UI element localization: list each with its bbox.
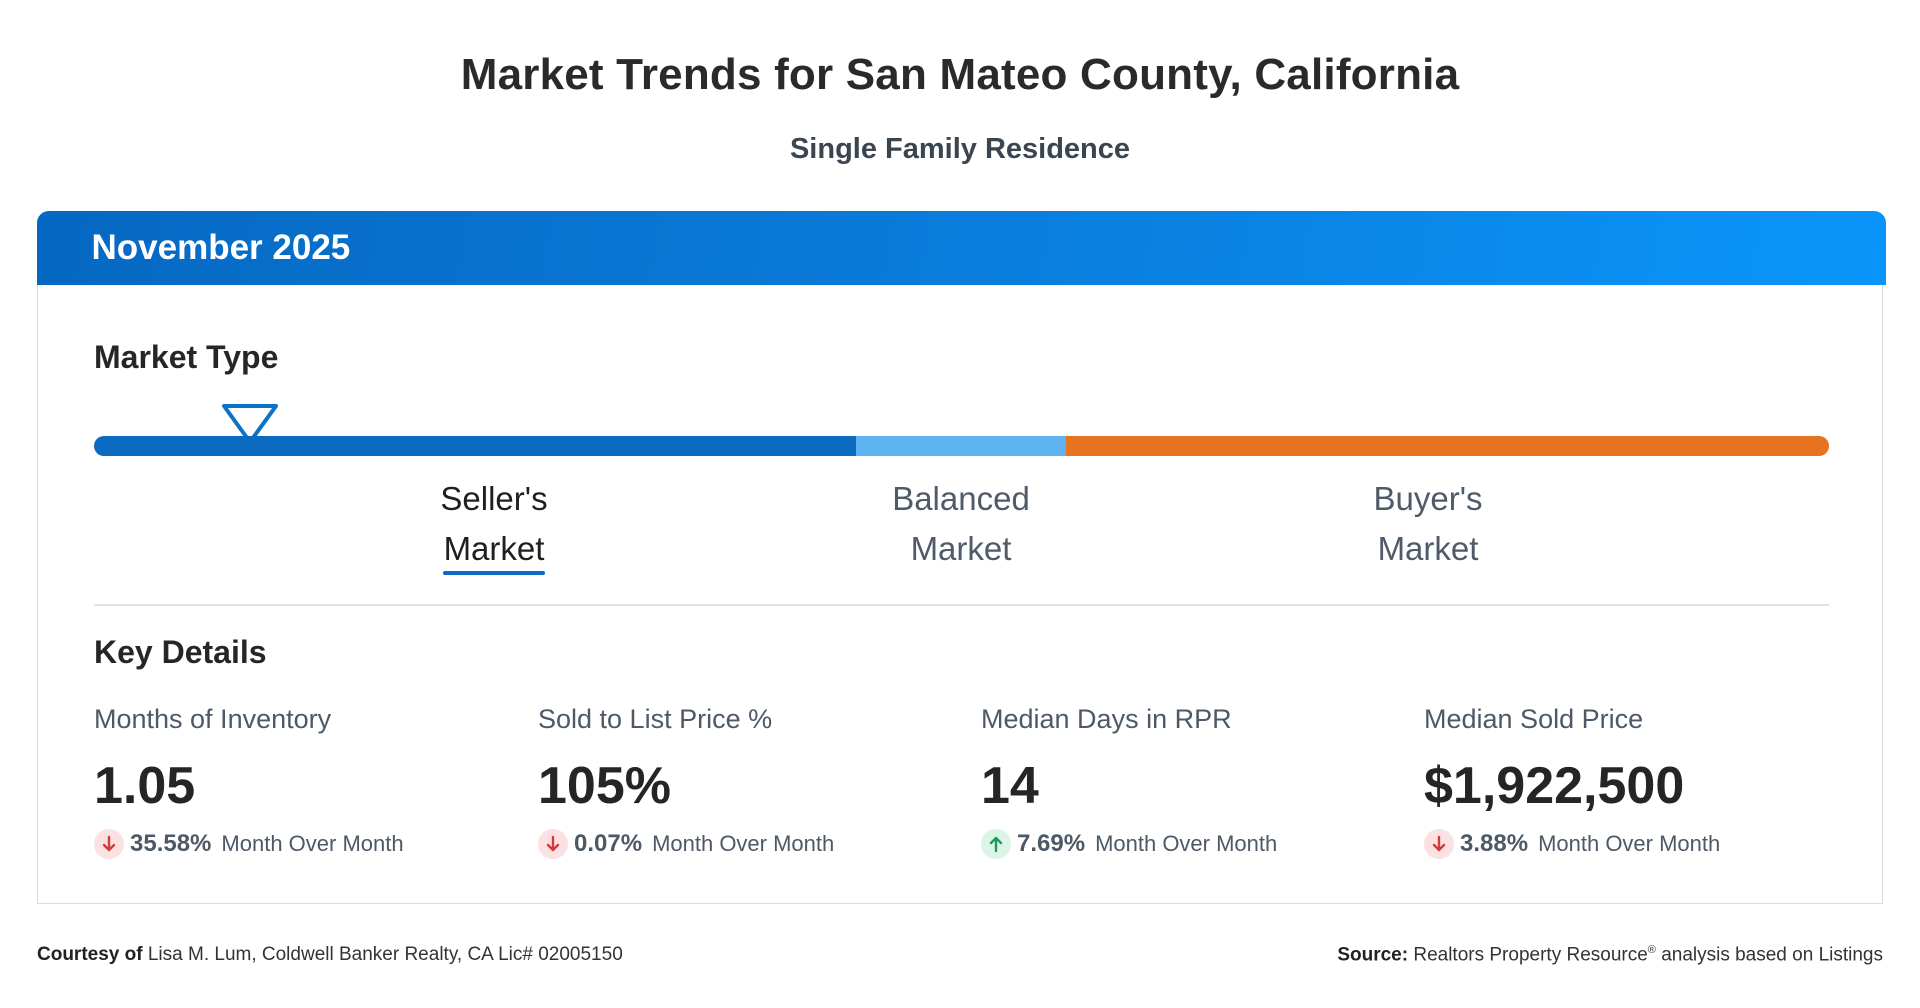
metric-label: Median Sold Price [1424,704,1644,734]
source-footer: Source: Realtors Property Resource® anal… [1337,944,1883,966]
market-type-bar [94,436,1829,456]
sellers-market-label: Seller's Market [364,474,624,574]
metric-value: 1.05 [94,757,196,815]
balanced-market-segment [856,436,1066,456]
metric-months-of-inventory: Months of Inventory 1.05 35.58% Month Ov… [94,702,524,860]
metric-change: 35.58% Month Over Month [94,828,524,860]
courtesy-footer: Courtesy of Lisa M. Lum, Coldwell Banker… [37,944,623,966]
change-period-text: Month Over Month [221,831,404,856]
change-period-text: Month Over Month [652,831,835,856]
sellers-market-label-line1: Seller's [440,480,548,517]
buyers-market-segment [1066,436,1829,456]
balanced-market-label-line1: Balanced [892,480,1030,517]
metric-value: 14 [981,757,1039,815]
buyers-market-label-line2: Market [1377,530,1479,567]
sellers-market-label-line2: Market [443,530,545,567]
metric-median-sold-price: Median Sold Price $1,922,500 3.88% Month… [1424,702,1854,860]
metric-label: Median Days in RPR [981,704,1232,734]
metric-value: $1,922,500 [1424,757,1685,815]
courtesy-label: Courtesy of [37,944,143,965]
metric-label: Sold to List Price % [538,704,773,734]
balanced-market-label-line2: Market [910,530,1012,567]
market-position-marker-icon [222,404,278,444]
page-subtitle: Single Family Residence [789,133,1131,165]
source-name: Realtors Property Resource [1413,944,1648,966]
market-type-heading: Market Type [94,339,279,375]
metric-change: 0.07% Month Over Month [538,828,968,860]
metric-value: 105% [538,757,671,815]
balanced-market-label: Balanced Market [831,474,1091,574]
change-period-text: Month Over Month [1095,831,1278,856]
metric-median-days-in-rpr: Median Days in RPR 14 7.69% Month Over M… [981,702,1411,860]
change-percent: 3.88% [1460,830,1529,857]
registered-mark: ® [1647,944,1656,956]
arrow-up-icon [981,829,1011,859]
sellers-market-segment [94,436,856,456]
arrow-down-icon [94,829,124,859]
metric-change: 7.69% Month Over Month [981,828,1411,860]
active-market-underline [443,571,545,575]
key-details-heading: Key Details [94,634,267,670]
period-title: November 2025 [91,227,351,267]
change-percent: 35.58% [130,830,212,857]
arrow-down-icon [538,829,568,859]
change-period-text: Month Over Month [1538,831,1721,856]
page-title: Market Trends for San Mateo County, Cali… [460,50,1460,99]
card-header: November 2025 [36,210,1886,285]
section-divider [94,604,1829,606]
market-trends-card: November 2025 Market Type Seller's Marke… [36,210,1886,904]
metric-sold-to-list-price: Sold to List Price % 105% 0.07% Month Ov… [538,702,968,860]
arrow-down-icon [1424,829,1454,859]
courtesy-text: Lisa M. Lum, Coldwell Banker Realty, CA … [147,944,623,965]
change-percent: 0.07% [574,830,643,857]
metric-label: Months of Inventory [94,704,332,734]
change-percent: 7.69% [1017,830,1086,857]
buyers-market-label: Buyer's Market [1298,474,1558,574]
source-text: analysis based on Listings [1661,944,1883,966]
buyers-market-label-line1: Buyer's [1373,480,1483,517]
source-label: Source: [1337,944,1409,966]
metric-change: 3.88% Month Over Month [1424,828,1854,860]
